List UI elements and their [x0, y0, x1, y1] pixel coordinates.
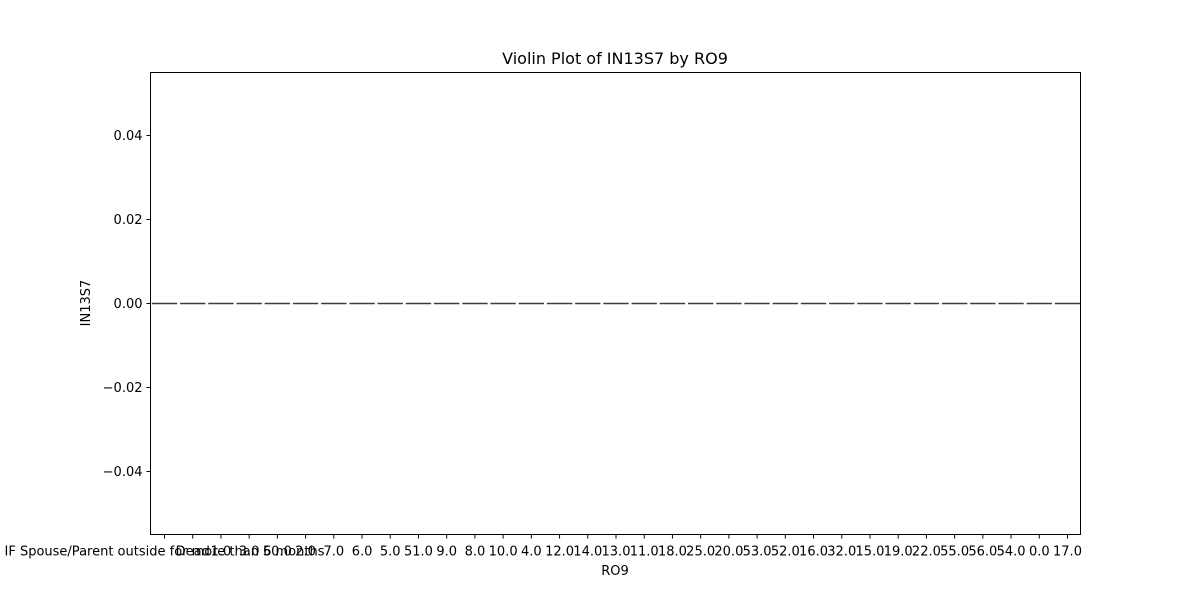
y-tick-label: 0.00 [114, 297, 143, 312]
x-tick-label: 14.0 [573, 545, 602, 560]
x-tick-label: 22.0 [912, 545, 941, 560]
x-tick-label: 11.0 [630, 545, 659, 560]
x-tick-label: 52.0 [771, 545, 800, 560]
x-tick-label: 7.0 [323, 545, 344, 560]
x-tick-label: 12.0 [545, 545, 574, 560]
y-tick-label: 0.04 [114, 129, 143, 144]
x-tick-label: 2.0 [295, 545, 316, 560]
x-tick-label: 53.0 [743, 545, 772, 560]
y-axis-label: IN13S7 [79, 280, 94, 327]
x-tick-label: 16.0 [799, 545, 828, 560]
y-tick-label: −0.02 [103, 381, 143, 396]
x-tick-label: 8.0 [465, 545, 486, 560]
x-tick-label: 56.0 [968, 545, 997, 560]
y-tick-label: 0.02 [114, 213, 143, 228]
x-tick-label: 50.0 [263, 545, 292, 560]
x-tick-label: 10.0 [489, 545, 518, 560]
x-tick-label: IF Spouse/Parent outside for more than 6… [5, 545, 325, 560]
x-tick-label: 54.0 [997, 545, 1026, 560]
x-tick-label: 15.0 [855, 545, 884, 560]
x-axis-label: RO9 [601, 564, 629, 579]
x-tick-label: 9.0 [436, 545, 457, 560]
x-tick-label: 4.0 [521, 545, 542, 560]
x-tick-label: 25.0 [686, 545, 715, 560]
x-tick-label: 20.0 [714, 545, 743, 560]
x-axis: IF Spouse/Parent outside for more than 6… [5, 534, 1082, 560]
x-tick-label: 3.0 [239, 545, 260, 560]
x-tick-label: 1.0 [211, 545, 232, 560]
y-tick-label: −0.04 [103, 465, 143, 480]
x-tick-label: 55.0 [940, 545, 969, 560]
x-tick-label: 51.0 [404, 545, 433, 560]
x-tick-label: 5.0 [380, 545, 401, 560]
x-tick-label: 18.0 [658, 545, 687, 560]
x-tick-label: Dead [176, 545, 210, 560]
x-tick-label: 13.0 [602, 545, 631, 560]
chart-title: Violin Plot of IN13S7 by RO9 [502, 49, 728, 68]
x-tick-label: 32.0 [827, 545, 856, 560]
x-tick-label: 17.0 [1053, 545, 1082, 560]
x-tick-label: 6.0 [352, 545, 373, 560]
x-tick-label: 19.0 [884, 545, 913, 560]
y-axis: 0.04 0.02 0.00 −0.02 −0.04 [103, 129, 151, 480]
x-tick-label: 0.0 [1029, 545, 1050, 560]
